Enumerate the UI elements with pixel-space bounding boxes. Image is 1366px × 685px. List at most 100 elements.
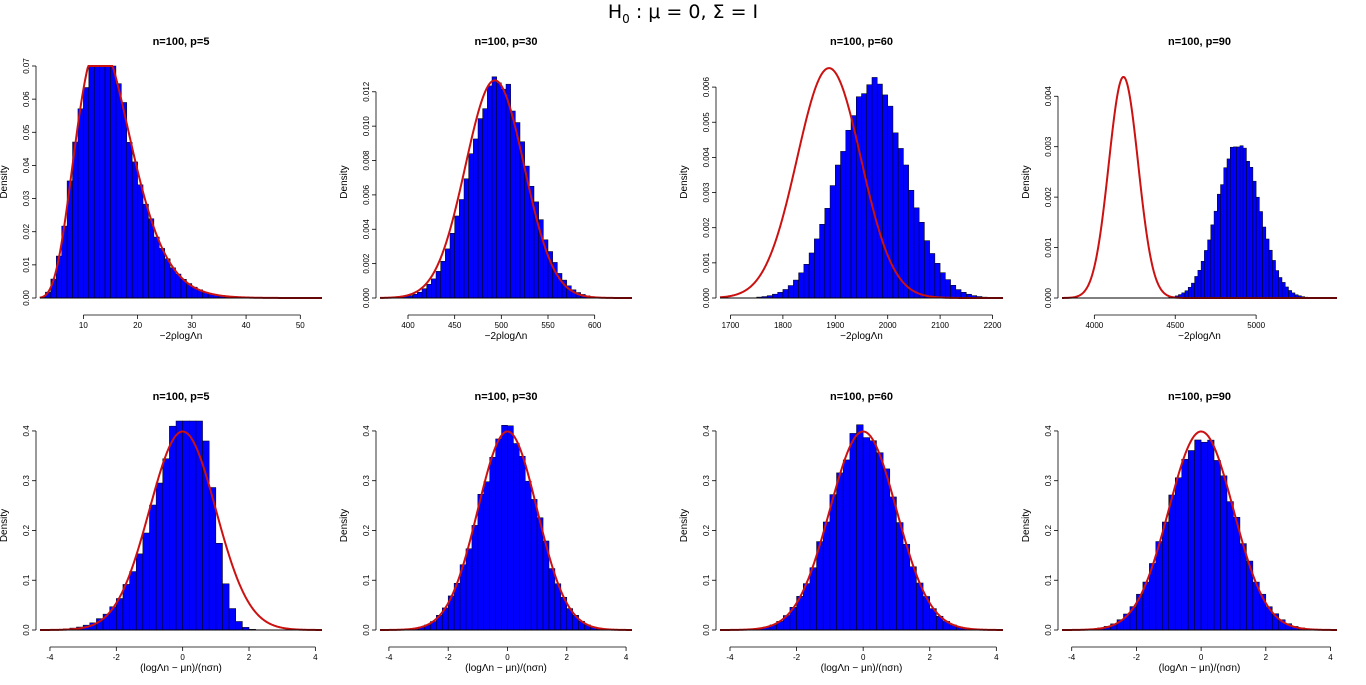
x-axis-label: (logΛn − μn)/(nσn) [140, 663, 222, 674]
x-tick-label: 550 [541, 321, 555, 330]
histogram-bar [77, 108, 84, 299]
histogram-bar [862, 437, 871, 631]
histogram-bar [835, 164, 841, 299]
panel-title: n=100, p=5 [153, 36, 210, 48]
y-tick-label: 0.06 [22, 91, 31, 107]
histogram-bar [445, 248, 451, 299]
histogram-bar [122, 584, 130, 631]
histogram-bars [1168, 145, 1309, 299]
histogram-bar [882, 94, 888, 299]
histogram-bar [1272, 260, 1276, 299]
histogram-bar [913, 207, 920, 299]
x-tick-label: -2 [793, 653, 801, 662]
histogram-bars [56, 420, 256, 631]
x-axis: -4 -2 0 2 4 (logΛn − μn)/(nσn) [46, 646, 318, 674]
x-tick-label: 2100 [931, 321, 949, 330]
histogram-bar [896, 522, 904, 631]
x-axis: 400 450 500 550 600 −2ρlogΛn [401, 314, 602, 342]
histogram-bar [1213, 210, 1218, 299]
y-tick-label: 0.002 [362, 253, 371, 274]
histogram-bar [1200, 261, 1205, 299]
histogram-bar [1288, 290, 1292, 299]
histogram-bar [1187, 450, 1195, 631]
density-curve [720, 430, 1003, 631]
x-tick-label: 4 [1328, 653, 1333, 662]
histogram-bar [1242, 147, 1247, 299]
histogram-bar [135, 553, 144, 631]
y-axis: 0.00 0.01 0.02 0.03 0.04 0.05 0.06 0.07 Density [0, 58, 37, 306]
x-tick-label: 2 [1264, 653, 1269, 662]
y-tick-label: 0.000 [362, 287, 371, 308]
histogram-bar [903, 164, 909, 299]
histogram-bar [950, 285, 957, 299]
x-axis: 4000 4500 5000 −2ρlogΛn [1085, 314, 1266, 342]
y-tick-label: 0.002 [1044, 187, 1053, 208]
histogram-bar [412, 294, 418, 299]
histogram-bar [840, 151, 847, 299]
histogram-bar [495, 438, 502, 631]
histogram-bar [908, 189, 915, 299]
histogram-bar [1233, 146, 1237, 299]
y-axis: 0.0 0.1 0.2 0.3 0.4 Density [1021, 425, 1059, 636]
y-tick-label: 0.3 [362, 475, 371, 487]
histogram-bar [1194, 439, 1202, 631]
histogram-bar [809, 567, 817, 631]
histogram-bar [1207, 439, 1215, 631]
histogram-bar [228, 608, 237, 631]
histogram-bar [548, 568, 556, 631]
x-tick-label: 0 [180, 653, 185, 662]
y-tick-label: 0.1 [362, 574, 371, 586]
histogram-bar [1281, 282, 1286, 299]
histogram-bar [829, 494, 837, 631]
histogram-bar [440, 261, 446, 299]
figure-title: H0 : μ = 0, Σ = I [0, 0, 1366, 31]
histogram-bar [869, 440, 877, 631]
figure-title-subscript: 0 [622, 11, 630, 26]
x-tick-label: 4 [313, 653, 318, 662]
histogram-bar [501, 425, 508, 631]
x-tick-label: 1900 [826, 321, 844, 330]
histogram-bar [787, 285, 794, 299]
y-tick-label: 0.1 [1044, 574, 1053, 586]
histogram-bar [99, 65, 106, 299]
y-tick-label: 0.4 [22, 425, 31, 437]
histogram-bar [1162, 521, 1170, 631]
x-tick-label: 40 [242, 321, 251, 330]
histogram-panel: n=100, p=60-4 -2 0 2 4(logΛn − μn)/(nσn)0.00… [679, 391, 1003, 674]
panel-title: n=100, p=90 [1168, 391, 1231, 403]
histogram-bar [1259, 211, 1263, 299]
histogram-bar [515, 122, 521, 299]
x-axis-label: (logΛn − μn)/(nσn) [465, 663, 547, 674]
histogram-bar [421, 288, 427, 299]
x-tick-label: 400 [401, 321, 415, 330]
histogram-bar [536, 517, 544, 631]
histogram-bar [477, 494, 485, 631]
x-tick-label: -2 [445, 653, 453, 662]
histogram-bar [417, 292, 423, 299]
histogram-bar [129, 571, 137, 631]
histogram-bar [1194, 276, 1199, 299]
y-axis-label: Density [0, 165, 10, 198]
x-tick-label: 1800 [774, 321, 792, 330]
histogram-bar [126, 142, 133, 299]
histogram-bar [468, 153, 474, 299]
histogram-bar [1204, 250, 1208, 299]
figure-title-prefix: H [607, 1, 623, 23]
histogram-bar [83, 87, 90, 299]
panel-title: n=100, p=60 [830, 36, 893, 48]
histogram-bar [814, 238, 820, 299]
histogram-bar [155, 482, 164, 631]
histogram-bar [1226, 501, 1234, 631]
y-tick-label: 0.00 [22, 290, 31, 306]
histogram-bar [1184, 290, 1189, 299]
histogram-bar [882, 468, 891, 631]
histogram-bar [142, 532, 150, 631]
x-tick-label: 50 [296, 321, 305, 330]
histogram-bar [182, 420, 190, 631]
y-tick-label: 0.3 [1044, 475, 1053, 487]
y-tick-label: 0.2 [1044, 524, 1053, 536]
x-axis-label: −2ρlogΛn [840, 331, 883, 342]
y-tick-label: 0.012 [362, 81, 371, 102]
x-tick-label: 10 [79, 321, 88, 330]
